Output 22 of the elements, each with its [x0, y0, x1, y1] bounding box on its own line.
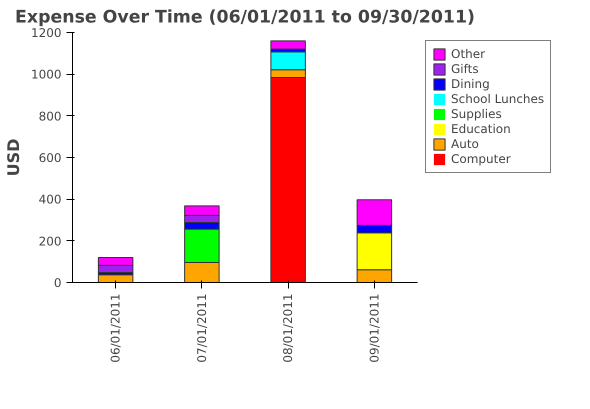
legend-label: Computer [451, 152, 511, 166]
legend-label: Gifts [451, 62, 479, 76]
x-tick-label: 06/01/2011 [108, 293, 123, 363]
legend-label: Supplies [451, 107, 502, 121]
legend-label: Other [451, 47, 486, 61]
legend-label: School Lunches [451, 92, 544, 106]
x-tick-label: 09/01/2011 [367, 293, 382, 363]
y-tick-label: 800 [38, 109, 62, 124]
y-tick-label: 400 [38, 192, 62, 207]
chart-title: Expense Over Time (06/01/2011 to 09/30/2011) [15, 8, 475, 28]
y-tick-label: 1200 [30, 26, 62, 40]
y-tick-label: 1000 [30, 68, 62, 82]
y-axis-title: USD [4, 138, 23, 176]
legend-label: Auto [451, 137, 479, 151]
y-tick-label: 0 [54, 276, 62, 290]
y-tick-label: 600 [38, 151, 62, 165]
legend-label: Dining [451, 77, 490, 91]
bar [270, 40, 306, 50]
x-tick-label: 08/01/2011 [281, 293, 296, 363]
x-tick-label: 07/01/2011 [194, 293, 209, 363]
legend-label: Education [451, 122, 511, 136]
y-tick-label: 200 [38, 234, 62, 248]
